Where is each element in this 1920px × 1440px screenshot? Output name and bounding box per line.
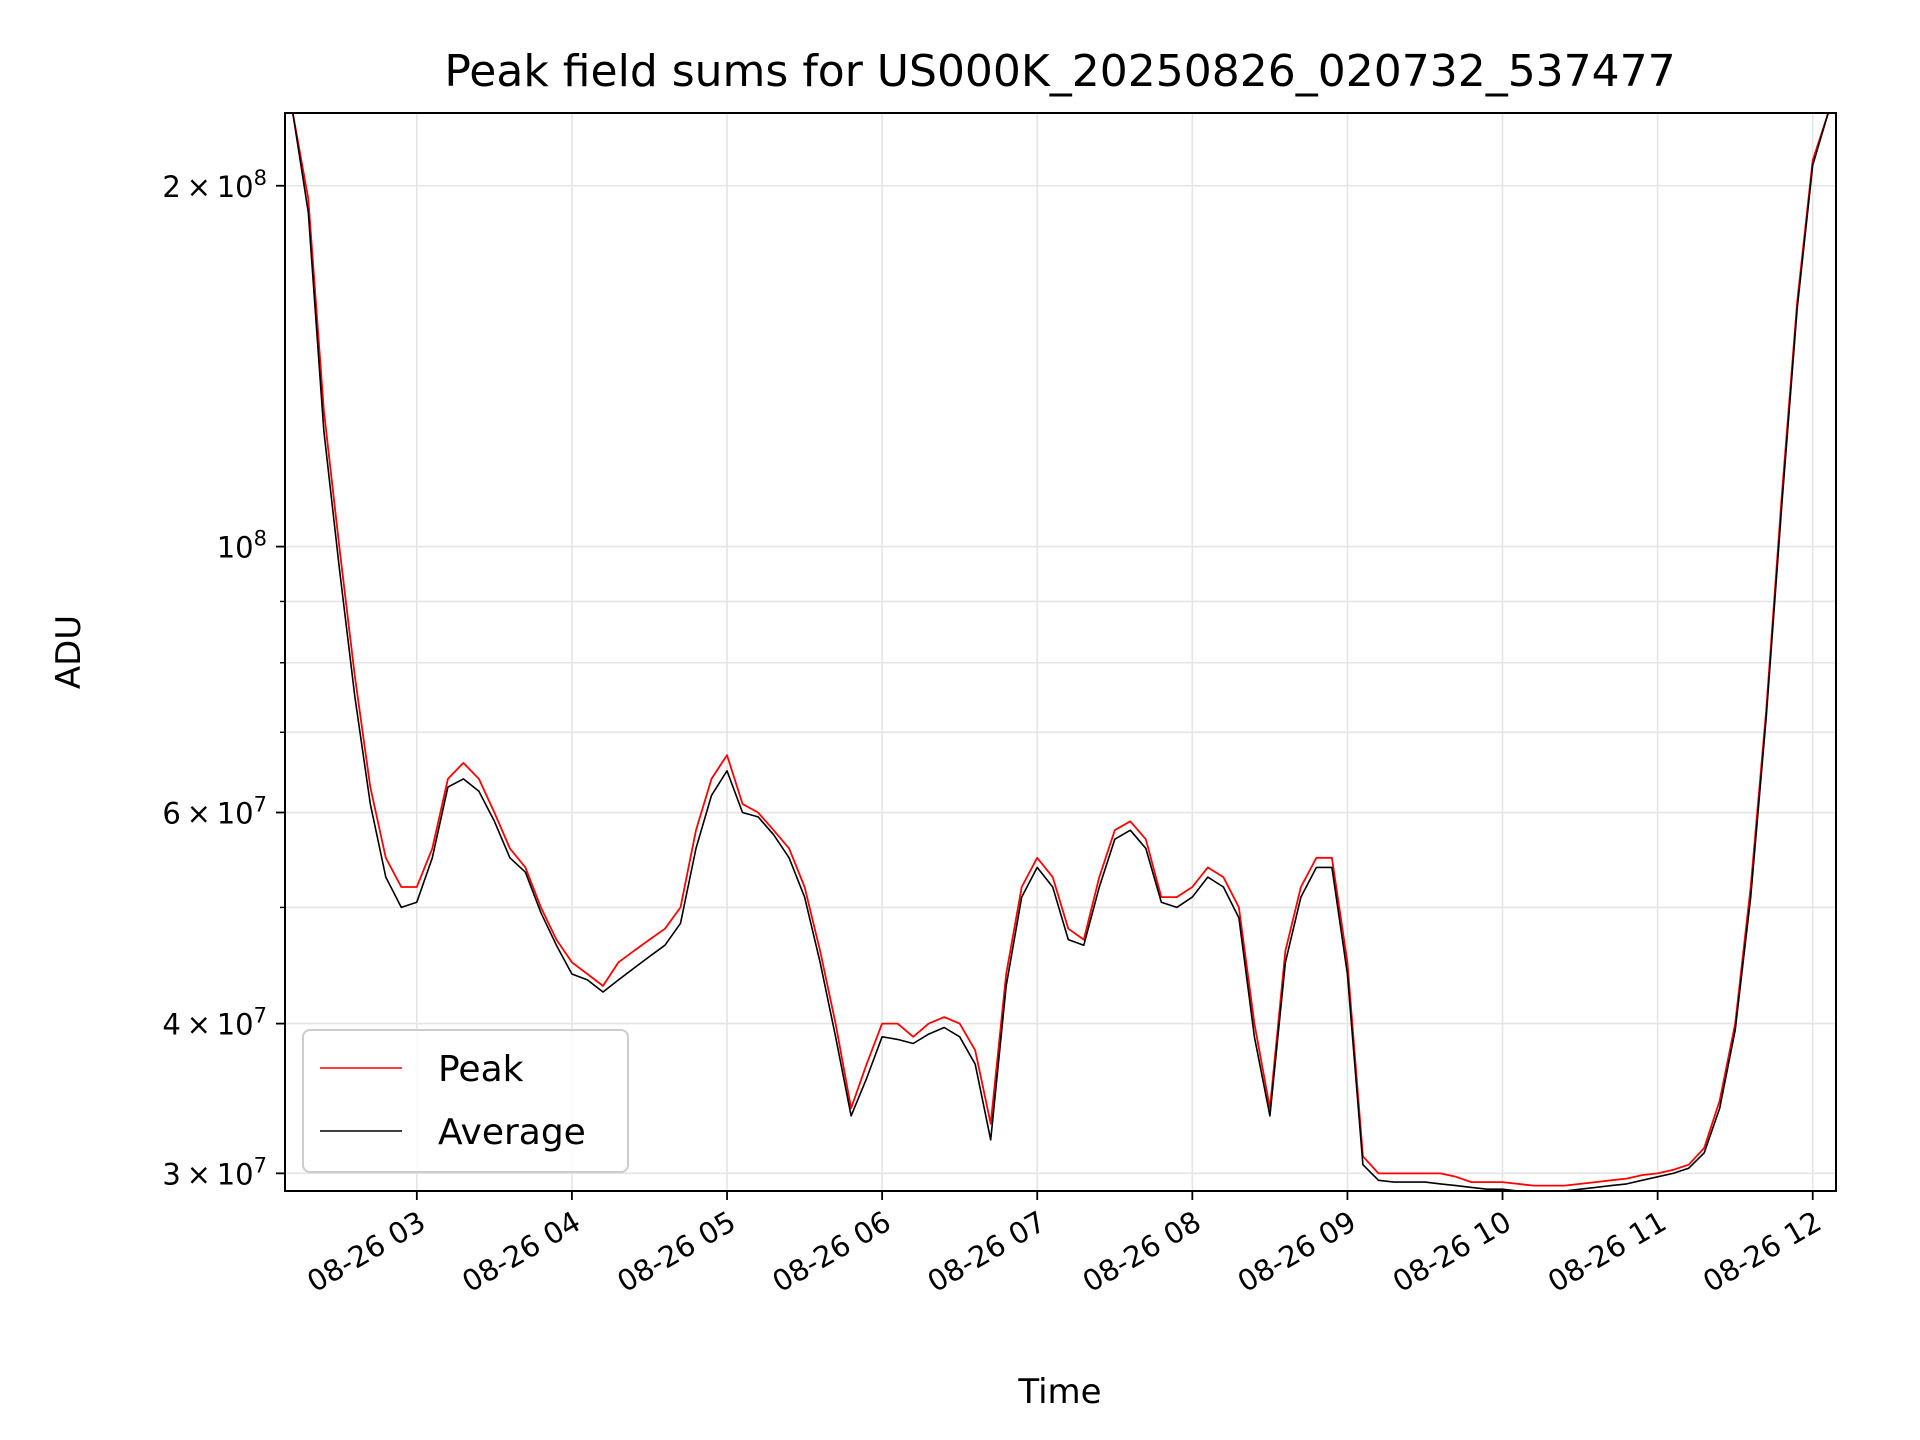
series-line-peak (291, 113, 1830, 1187)
legend-average-label: Average (438, 1112, 586, 1153)
legend-peak-label: Peak (438, 1049, 524, 1090)
y-tick-label: 2 × 108 (162, 166, 267, 204)
y-tick-label: 6 × 107 (162, 793, 267, 831)
y-tick-label: 4 × 107 (162, 1004, 267, 1042)
y-tick-label: 3 × 107 (162, 1153, 267, 1191)
legend-box (302, 1029, 629, 1173)
grid (285, 113, 1836, 1191)
y-tick-label: 108 (217, 527, 267, 565)
y-axis: 3 × 107 4 × 107 6 × 107 108 2 × 108 (162, 166, 285, 1191)
y-axis-label: ADU (49, 615, 89, 689)
axes-frame (284, 112, 1837, 1192)
x-axis-label: Time (1017, 1372, 1101, 1412)
chart-title: Peak field sums for US000K_20250826_0207… (444, 46, 1675, 97)
legend: Peak Average (302, 1029, 629, 1173)
